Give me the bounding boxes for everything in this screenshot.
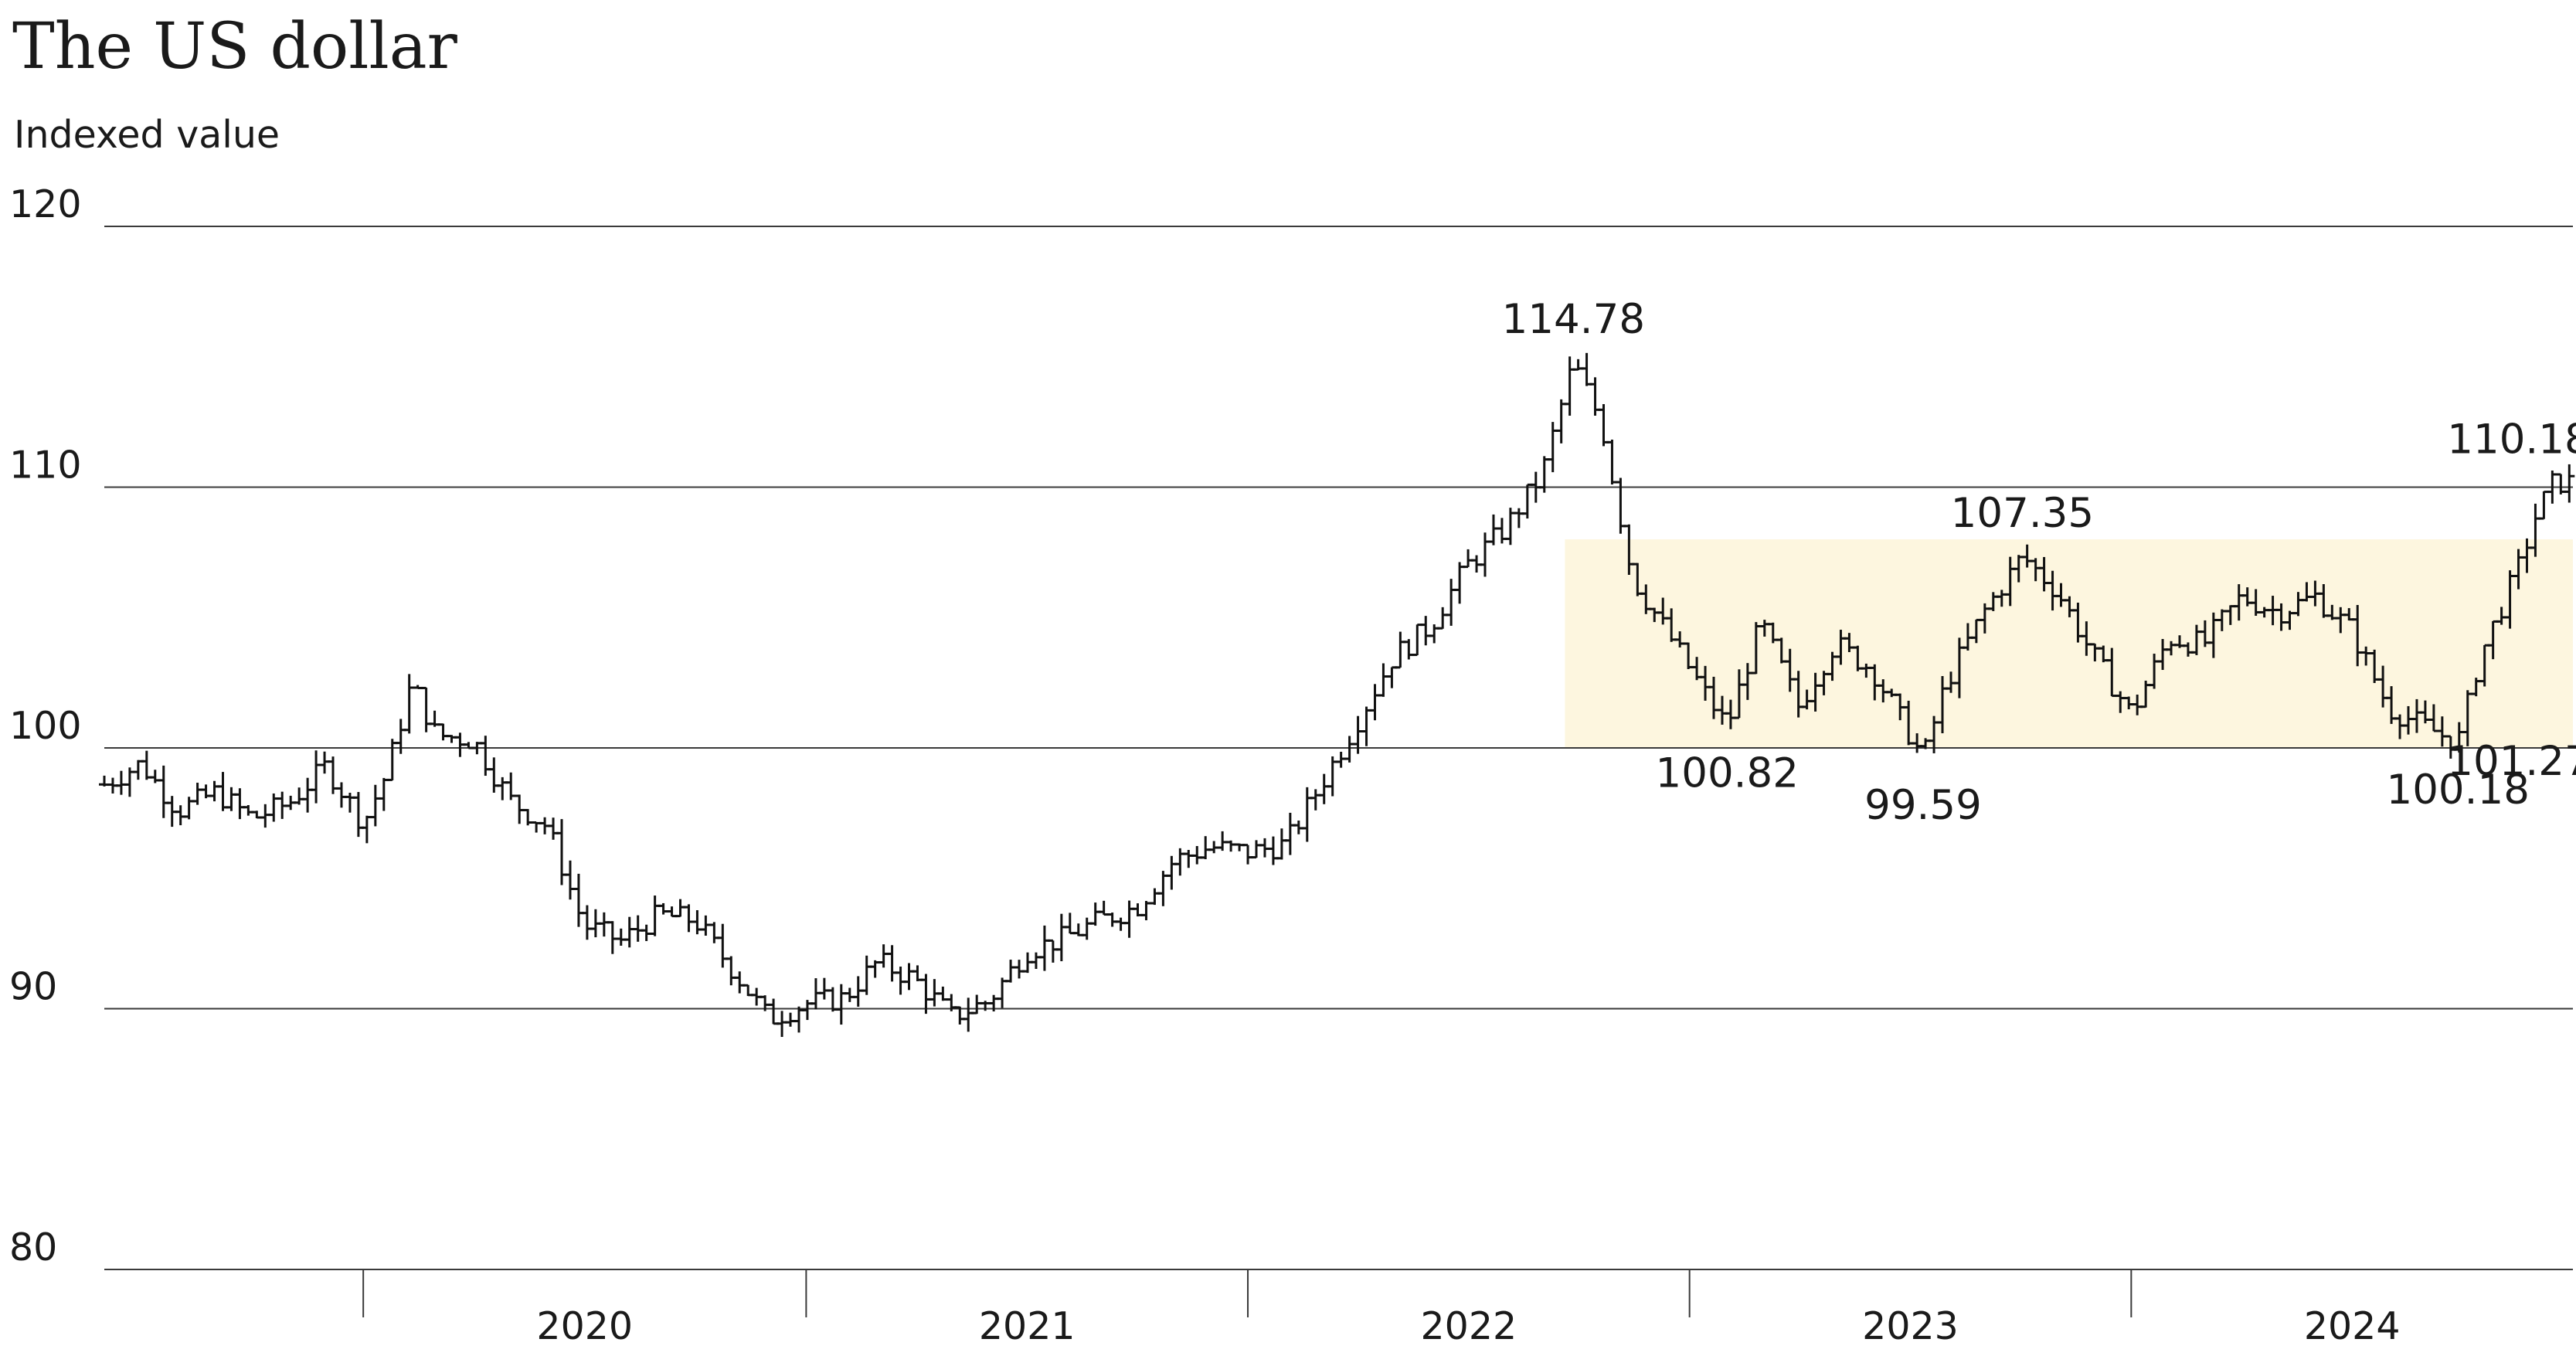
annotation-100-82: 100.82 [1656, 749, 1799, 797]
chart-title: The US dollar [12, 10, 457, 83]
annotation-99-59: 99.59 [1864, 782, 1982, 829]
y-tick-label-120: 120 [9, 182, 82, 226]
y-tick-label-100: 100 [9, 704, 82, 748]
annotation-100-18: 100.18 [2386, 766, 2529, 814]
highlight-band [1565, 539, 2573, 748]
x-tick-label-2022: 2022 [1421, 1304, 1517, 1348]
y-tick-label-90: 90 [9, 965, 57, 1009]
y-tick-label-110: 110 [9, 444, 82, 488]
annotation-114-78: 114.78 [1502, 296, 1645, 343]
annotation-101-27: 101.27 [2447, 738, 2576, 785]
x-tick-label-2023: 2023 [1862, 1304, 1959, 1348]
x-tick-label-2020: 2020 [536, 1304, 633, 1348]
y-tick-label-80: 80 [9, 1225, 57, 1269]
x-tick-label-2021: 2021 [979, 1304, 1076, 1348]
chart-subtitle: Indexed value [14, 113, 280, 157]
annotation-110-18: 110.18 [2447, 416, 2576, 463]
ohlc-bars [99, 352, 2575, 1038]
annotation-107-35: 107.35 [1951, 490, 2094, 537]
x-tick-label-2024: 2024 [2304, 1304, 2401, 1348]
